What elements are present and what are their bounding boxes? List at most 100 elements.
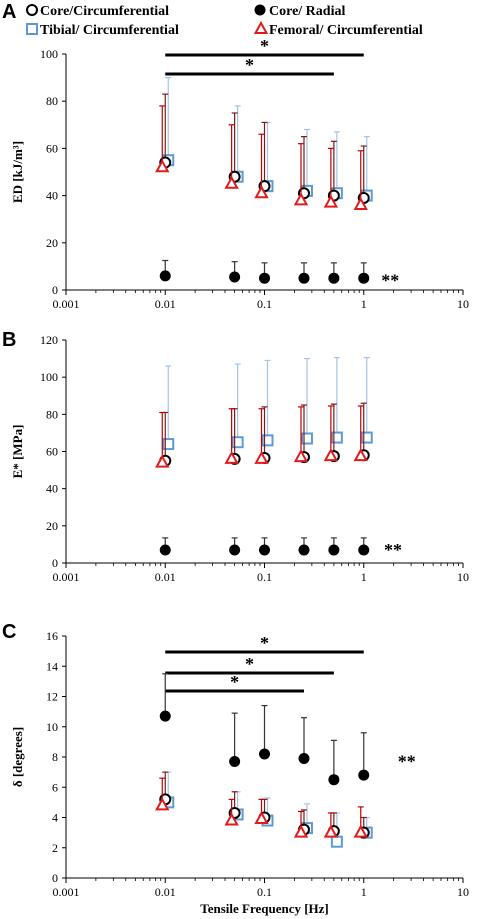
data-point	[261, 434, 274, 447]
data-point	[293, 824, 309, 838]
x-tick-label: 0.1	[257, 885, 272, 899]
x-tick-label: 1	[361, 885, 367, 899]
y-tick-label: 2	[52, 841, 58, 855]
series-core-radial	[159, 259, 370, 284]
data-point	[298, 544, 310, 556]
significance-star: *	[260, 633, 269, 653]
data-point	[155, 797, 170, 811]
y-tick-label: 100	[40, 47, 58, 61]
significance-annotation: **	[381, 271, 399, 291]
data-point	[323, 194, 339, 208]
y-axis-title: E* [MPa]	[10, 425, 25, 479]
panel-letter-a: A	[2, 1, 16, 23]
significance-star: *	[245, 654, 254, 674]
x-tick-label: 0.1	[257, 297, 272, 311]
data-point	[353, 448, 368, 462]
data-point	[330, 835, 343, 848]
y-tick-label: 0	[52, 871, 58, 885]
y-tick-label: 100	[40, 370, 58, 384]
data-point	[159, 544, 171, 556]
data-point	[229, 756, 241, 768]
panel-letter-c: C	[2, 621, 16, 643]
x-tick-label: 0.01	[155, 885, 176, 899]
data-point	[328, 544, 340, 556]
x-tick-label: 0.001	[53, 570, 80, 584]
legend-filled-circle-icon	[254, 4, 266, 16]
significance-annotation: **	[398, 752, 416, 772]
x-tick-label: 10	[457, 570, 469, 584]
data-point	[259, 544, 270, 556]
series-core-radial	[159, 673, 370, 786]
data-point	[155, 454, 170, 468]
data-point	[298, 753, 310, 765]
series-tibial-circ	[162, 771, 373, 848]
legend-label: Femoral/ Circumferential	[269, 23, 423, 38]
data-point	[300, 432, 313, 445]
data-point	[323, 824, 339, 838]
data-point	[358, 769, 370, 781]
significance-star: *	[260, 36, 269, 56]
data-point	[360, 431, 373, 444]
y-axis-title: δ [degrees]	[10, 727, 25, 787]
y-tick-label: 60	[46, 141, 58, 155]
x-tick-label: 0.01	[155, 297, 176, 311]
y-tick-label: 20	[46, 236, 58, 250]
significance-annotation: **	[384, 540, 402, 560]
x-tick-label: 1	[361, 570, 367, 584]
x-tick-label: 1	[361, 297, 367, 311]
x-axis-title: Tensile Frequency [Hz]	[200, 901, 329, 916]
data-point	[358, 272, 370, 284]
panel-c-phase-angle-chart: 0 2 4 6 8 10 12 14 16 0.001 0.01 0.1 1 10 δ [degrees] T…	[10, 629, 469, 916]
panel-b-modulus-chart: 0 20 40 60 80 100 120 0.001 0.01 0.1 1 10 E* [MPa] **	[10, 333, 469, 584]
significance-star: *	[230, 672, 239, 692]
series-femoral-circ	[155, 105, 368, 211]
data-point	[328, 272, 340, 284]
series-core-circ	[159, 93, 370, 204]
significance-star: *	[245, 55, 254, 75]
y-tick-label: 0	[52, 556, 58, 570]
y-tick-label: 20	[46, 519, 58, 533]
legend-item-femoral-circumferential: Femoral/ Circumferential	[253, 20, 423, 38]
y-tick-label: 10	[46, 720, 58, 734]
legend-label: Core/Circumferential	[40, 4, 169, 19]
y-tick-label: 4	[52, 811, 58, 825]
data-point	[224, 175, 239, 189]
legend-label: Core/ Radial	[269, 4, 345, 19]
panel-letter-b: B	[2, 329, 16, 351]
y-tick-label: 60	[46, 445, 58, 459]
x-tick-label: 0.001	[53, 885, 80, 899]
data-point	[155, 159, 170, 173]
data-point	[159, 710, 171, 722]
x-tick-label: 0.01	[155, 570, 176, 584]
y-tick-label: 16	[46, 629, 58, 643]
y-tick-label: 80	[46, 94, 58, 108]
y-tick-label: 12	[46, 690, 58, 704]
series-core-radial	[159, 537, 370, 556]
legend-item-core-circumferential: Core/Circumferential	[26, 4, 169, 19]
x-tick-label: 0.1	[257, 570, 272, 584]
data-point	[259, 748, 270, 760]
series-femoral-circ	[155, 777, 368, 838]
x-tick-label: 10	[457, 297, 469, 311]
x-tick-label: 10	[457, 885, 469, 899]
y-tick-label: 14	[46, 659, 58, 673]
data-point	[229, 544, 241, 556]
data-point	[254, 450, 269, 464]
y-tick-label: 6	[52, 780, 58, 794]
y-tick-label: 40	[46, 482, 58, 496]
data-point	[254, 810, 269, 825]
data-point	[229, 271, 241, 283]
y-axis-title: ED [kJ/m³]	[10, 141, 25, 203]
legend-label: Tibial/ Circumferential	[40, 23, 179, 38]
series-tibial-circ	[162, 357, 373, 451]
data-point	[162, 438, 175, 451]
data-point	[293, 448, 309, 463]
data-point	[254, 185, 269, 199]
x-tick-label: 0.001	[53, 297, 80, 311]
data-point	[259, 272, 270, 284]
data-point	[224, 450, 239, 464]
data-point	[330, 431, 343, 444]
data-point	[323, 448, 339, 462]
